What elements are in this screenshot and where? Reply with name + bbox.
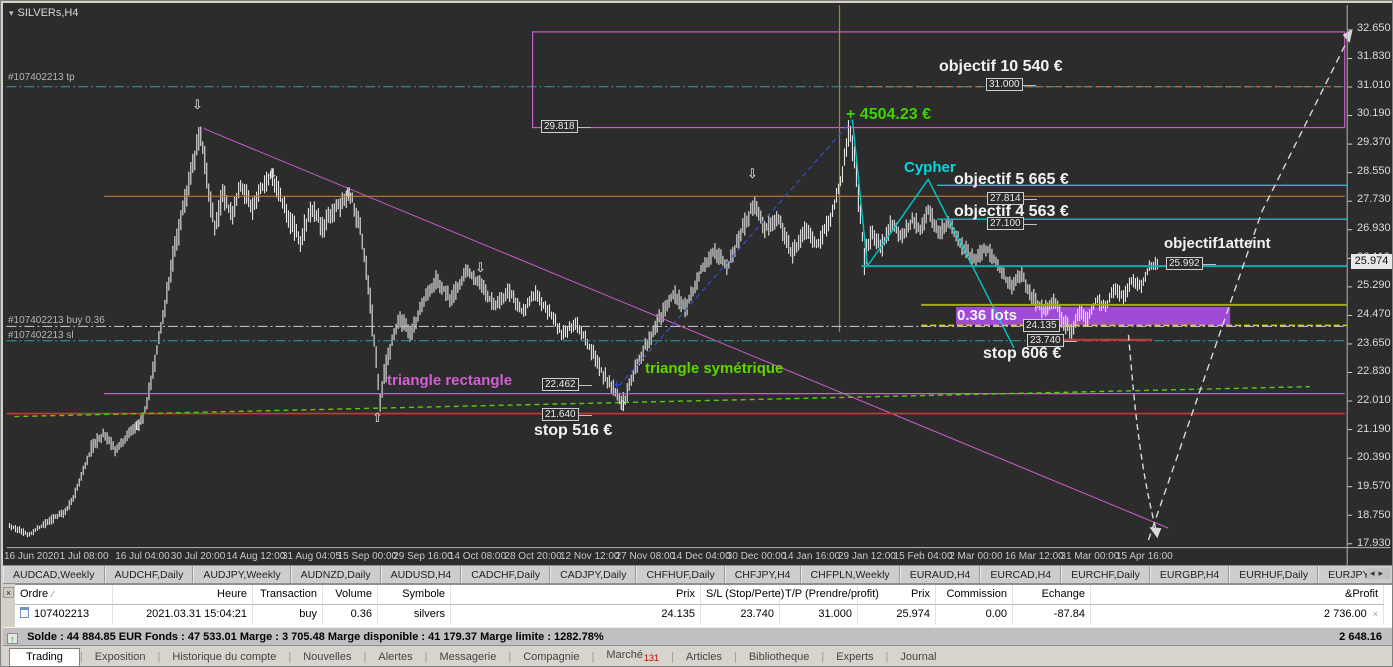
projection-up-dashed[interactable]: [1147, 31, 1353, 541]
symbol-tab[interactable]: CADJPY,Daily: [550, 566, 637, 583]
column-header[interactable]: Volume: [323, 585, 378, 605]
column-header[interactable]: Ordre ∕: [15, 585, 113, 605]
terminal-tab-messagerie[interactable]: Messagerie: [439, 651, 497, 663]
terminal-tab-nouvelles[interactable]: Nouvelles: [303, 651, 352, 663]
scroll-right-icon[interactable]: ▸: [1378, 568, 1387, 578]
orders-table: Ordre ∕ Heure Transaction Volume Symbole Prix S…: [15, 584, 1392, 627]
chart-panel[interactable]: [3, 3, 1393, 567]
terminal-tab-exposition[interactable]: Exposition: [94, 651, 146, 663]
blue-dashed-trendline[interactable]: [618, 119, 853, 387]
order-cell: buy: [253, 605, 323, 625]
symbol-tab[interactable]: AUDNZD,Daily: [290, 566, 381, 583]
tab-separator: |: [821, 651, 825, 663]
order-row[interactable]: 107402213 2021.03.31 15:04:21 buy 0.36 silve…: [15, 605, 1392, 625]
terminal-tab-journal[interactable]: Journal: [900, 651, 937, 663]
order-cell: 2021.03.31 15:04:21: [113, 605, 253, 625]
symbol-tab[interactable]: AUDJPY,Weekly: [193, 566, 291, 583]
floating-profit-total: 2 648.16: [1339, 631, 1382, 643]
symbol-tab-bar[interactable]: AUDCAD,Weekly AUDCHF,Daily AUDJPY,Weekly AU…: [3, 565, 1392, 584]
symbol-tab[interactable]: CHFPLN,Weekly: [800, 566, 900, 583]
descending-trendline[interactable]: [203, 128, 1169, 529]
account-summary-text: Solde : 44 884.85 EUR Fonds : 47 533.01 …: [27, 631, 604, 643]
column-header[interactable]: &Profit: [1091, 585, 1384, 605]
chart-dropdown-icon[interactable]: ▾: [9, 8, 14, 18]
column-header[interactable]: S/L (Stop/Perte): [701, 585, 784, 605]
symbol-tab[interactable]: CADCHF,Daily: [461, 566, 551, 583]
terminal-tab-march-[interactable]: Marché131: [606, 649, 660, 663]
column-header[interactable]: T/P (Prendre/profit): [780, 585, 879, 605]
green-dashed-trendline[interactable]: [14, 385, 1310, 418]
symbol-tab[interactable]: CHFJPY,H4: [724, 566, 801, 583]
market-count-badge: 131: [644, 653, 660, 663]
tab-separator: |: [288, 651, 292, 663]
tab-separator: |: [671, 651, 674, 663]
symbol-tab[interactable]: AUDCHF,Daily: [104, 566, 194, 583]
projection-down-dashed[interactable]: [1127, 334, 1158, 532]
orders-table-header: Ordre ∕ Heure Transaction Volume Symbole Prix S…: [15, 585, 1392, 605]
tab-separator: |: [591, 651, 595, 663]
symbol-tab[interactable]: AUDCAD,Weekly: [3, 566, 105, 583]
symbol-tab-scroll[interactable]: ◂▸: [1366, 568, 1390, 579]
chart-symbol-label: SILVERs,H4: [17, 7, 79, 19]
order-cell: 23.740: [701, 605, 780, 625]
scroll-left-icon[interactable]: ◂: [1369, 568, 1379, 578]
column-header[interactable]: Heure: [113, 585, 253, 605]
symbol-tab[interactable]: EURGBP,H4: [1149, 566, 1230, 583]
symbol-tab[interactable]: EURCHF,Daily: [1061, 566, 1150, 583]
tab-separator: |: [363, 651, 367, 663]
terminal-tab-experts[interactable]: Experts: [836, 651, 874, 663]
symbol-tab[interactable]: EURCAD,H4: [980, 566, 1062, 583]
column-header[interactable]: Commission: [936, 585, 1013, 605]
order-cell: 0.00: [936, 605, 1013, 625]
tab-separator: |: [79, 651, 83, 663]
column-header[interactable]: Echange: [1013, 585, 1091, 605]
order-cell: 25.974: [858, 605, 936, 625]
close-position-icon[interactable]: ×: [1372, 609, 1378, 619]
terminal-close-button[interactable]: ×: [3, 587, 14, 598]
open-trade-icon: ↑: [7, 633, 18, 644]
column-header[interactable]: Transaction: [253, 585, 323, 605]
order-cell: silvers: [378, 605, 451, 625]
order-cell: -87.84: [1013, 605, 1091, 625]
terminal-tab-bar: Trading | Exposition | Historique du compte |…: [3, 646, 1392, 666]
terminal-tab-trading[interactable]: Trading: [9, 648, 80, 666]
symbol-tab[interactable]: AUDUSD,H4: [380, 566, 462, 583]
projection-down-arrowhead: [1149, 527, 1162, 539]
symbol-tab[interactable]: EURAUD,H4: [899, 566, 981, 583]
violet-rectangle[interactable]: [531, 31, 1346, 129]
chart-symbol-title[interactable]: ▾ SILVERs,H4: [9, 7, 78, 19]
terminal-tab-alertes[interactable]: Alertes: [378, 651, 413, 663]
order-cell: 2 736.00 ×: [1091, 605, 1384, 625]
order-cell: 107402213: [15, 605, 113, 625]
terminal-tab-compagnie[interactable]: Compagnie: [523, 651, 580, 663]
column-header[interactable]: Prix: [858, 585, 936, 605]
cypher-pattern-lines[interactable]: [851, 119, 1015, 349]
terminal-tab-articles[interactable]: Articles: [685, 651, 722, 663]
column-header[interactable]: Symbole: [378, 585, 451, 605]
chart-canvas[interactable]: [5, 5, 1393, 567]
tab-separator: |: [157, 651, 161, 663]
order-cell: 24.135: [451, 605, 701, 625]
terminal-tab-historique-du-compte[interactable]: Historique du compte: [172, 651, 277, 663]
order-cell: 31.000: [780, 605, 858, 625]
order-cell: 0.36: [323, 605, 378, 625]
sort-indicator-icon: ∕: [52, 589, 54, 599]
symbol-tab[interactable]: CHFHUF,Daily: [636, 566, 725, 583]
column-header[interactable]: Prix: [451, 585, 701, 605]
order-doc-icon: [20, 607, 29, 618]
symbol-tab[interactable]: EURHUF,Daily: [1229, 566, 1319, 583]
tab-separator: |: [885, 651, 889, 663]
tab-separator: |: [424, 651, 428, 663]
tab-separator: |: [733, 651, 737, 663]
account-summary-bar: ↑ Solde : 44 884.85 EUR Fonds : 47 533.0…: [3, 627, 1392, 646]
candlestick-series: [8, 119, 1158, 538]
tab-separator: |: [508, 651, 512, 663]
terminal-tab-bibliotheque[interactable]: Bibliotheque: [748, 651, 810, 663]
